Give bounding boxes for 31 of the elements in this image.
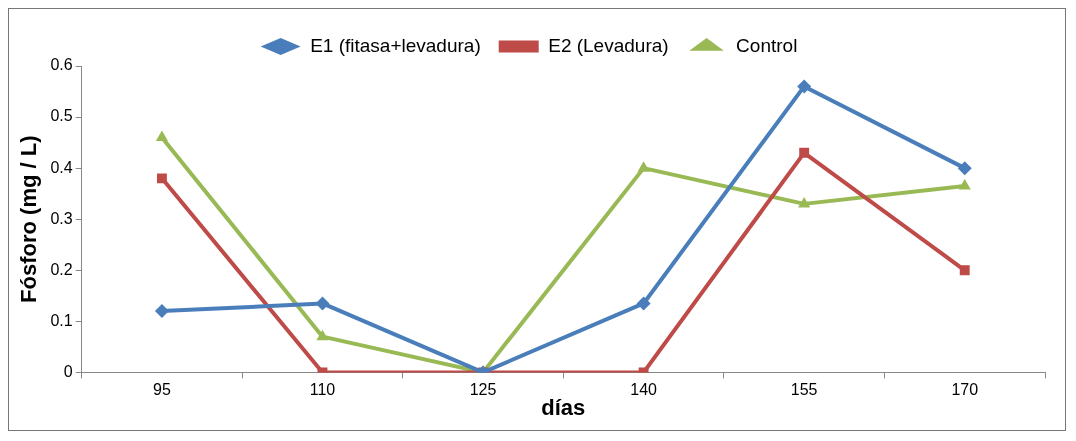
point bbox=[959, 265, 970, 276]
y-axis-title: Fósforo (mg / L) bbox=[16, 135, 42, 303]
legend-label: Control bbox=[736, 34, 798, 56]
point bbox=[799, 147, 810, 158]
y-tick-label: 0.6 bbox=[50, 56, 73, 74]
x-tick-label: 125 bbox=[469, 381, 497, 399]
point bbox=[316, 329, 329, 341]
x-tick-label: 170 bbox=[951, 381, 979, 399]
y-tick-label: 0.3 bbox=[50, 209, 73, 227]
point bbox=[154, 304, 169, 319]
y-tick-label: 0 bbox=[63, 362, 73, 380]
point bbox=[636, 296, 651, 311]
y-tick-label: 0.4 bbox=[50, 158, 73, 176]
x-axis-title: días bbox=[541, 394, 586, 420]
point bbox=[155, 130, 168, 141]
x-tick-label: 110 bbox=[309, 381, 336, 399]
point bbox=[637, 161, 650, 172]
x-tick-label: 95 bbox=[153, 381, 171, 399]
point bbox=[798, 196, 811, 208]
y-tick-label: 0.5 bbox=[50, 107, 73, 125]
legend-label: E1 (fitasa+levadura) bbox=[310, 34, 481, 56]
legend-label: E2 (Levadura) bbox=[548, 34, 669, 56]
point bbox=[156, 173, 167, 184]
y-tick-label: 0.2 bbox=[50, 260, 73, 278]
point bbox=[797, 79, 812, 94]
point bbox=[315, 296, 330, 311]
point bbox=[958, 179, 971, 190]
point bbox=[957, 161, 972, 176]
y-tick-label: 0.1 bbox=[50, 311, 73, 329]
x-tick-label: 140 bbox=[630, 381, 658, 399]
x-tick-label: 155 bbox=[790, 381, 818, 399]
